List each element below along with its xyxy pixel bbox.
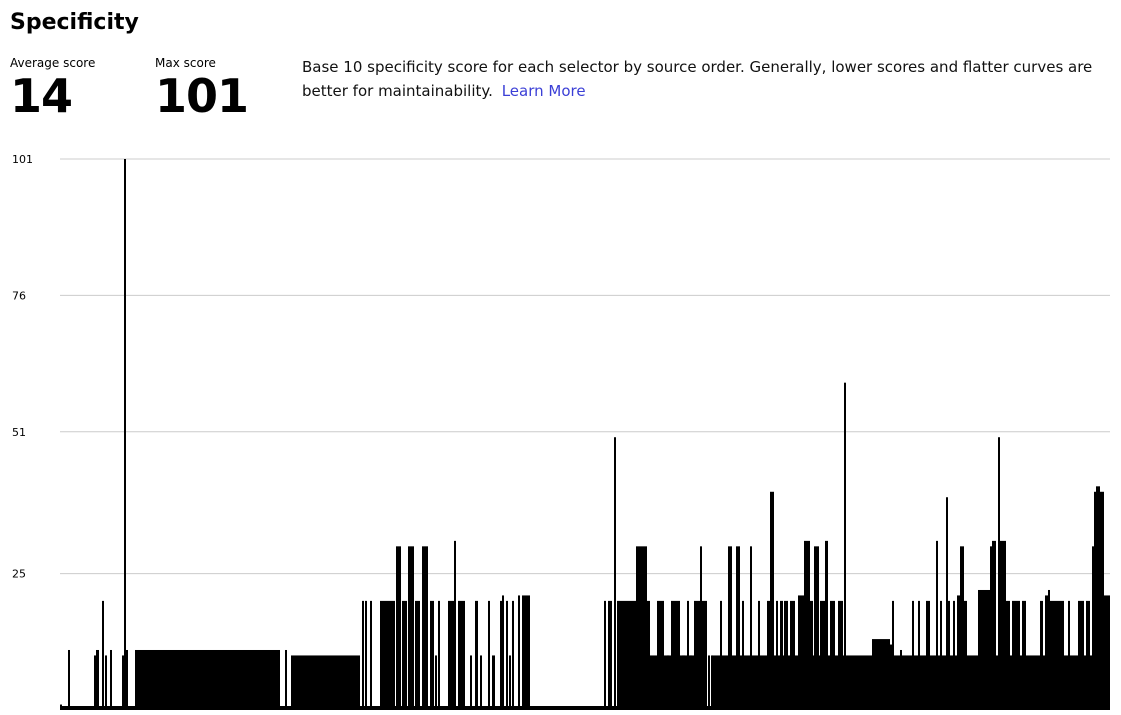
learn-more-link[interactable]: Learn More: [501, 82, 586, 100]
page-title: Specificity: [10, 10, 139, 35]
chart-bar: [998, 437, 1000, 710]
chart-bar: [422, 546, 428, 710]
chart-bar: [475, 600, 478, 710]
y-tick-label: 25: [12, 568, 26, 581]
chart-bar: [844, 382, 846, 710]
chart-bar: [1104, 595, 1106, 710]
chart-bar: [617, 600, 619, 710]
max-score-stat: Max score 101: [155, 55, 249, 123]
y-tick-label: 76: [12, 289, 26, 302]
chart-bar: [448, 600, 456, 710]
chart-bar: [512, 600, 514, 710]
chart-bar: [135, 649, 280, 710]
chart-bar: [430, 600, 434, 710]
chart-bar: [770, 491, 774, 710]
chart-bar: [518, 595, 520, 710]
chart-bar: [620, 655, 706, 710]
chart-grid: [60, 158, 1110, 575]
chart-bar: [728, 546, 732, 710]
chart-bars: [60, 159, 1110, 710]
chart-bar: [960, 546, 964, 710]
chart-bar: [825, 540, 828, 710]
chart-bar: [291, 655, 360, 710]
chart-bar: [438, 600, 440, 710]
chart-bar: [1106, 595, 1110, 710]
chart-bar: [415, 600, 420, 710]
chart-bar: [68, 649, 70, 710]
average-score-value: 14: [10, 69, 73, 123]
chart-bar: [1045, 595, 1048, 710]
chart-bar: [480, 655, 482, 710]
chart-bar: [708, 655, 710, 710]
average-score-label: Average score: [10, 56, 96, 70]
max-score-value: 101: [155, 69, 249, 123]
chart-bar: [102, 600, 104, 710]
chart-bar: [110, 649, 112, 710]
y-tick-label: 101: [12, 153, 33, 166]
chart-bar: [700, 546, 702, 710]
chart-bar: [990, 546, 992, 710]
chart-bar: [804, 540, 810, 710]
chart-bar: [736, 546, 740, 710]
chart-bar: [396, 546, 401, 710]
chart-bar: [470, 655, 472, 710]
description: Base 10 specificity score for each selec…: [302, 55, 1121, 103]
chart-bar: [488, 600, 490, 710]
chart-bar: [1000, 540, 1006, 710]
chart-y-ticks: 101 76 51 25: [12, 153, 33, 581]
chart-bar: [402, 600, 407, 710]
chart-bar: [992, 540, 996, 710]
chart-bar: [105, 655, 107, 710]
chart-bar: [614, 437, 616, 710]
description-text: Base 10 specificity score for each selec…: [302, 58, 1093, 100]
chart-bar: [94, 655, 96, 710]
specificity-chart: 101 76 51 25: [12, 153, 1110, 710]
chart-bar: [435, 655, 437, 710]
chart-bar: [1096, 486, 1100, 710]
chart-bar: [502, 595, 504, 710]
chart-bar: [408, 546, 414, 710]
chart-bar: [604, 600, 606, 710]
chart-bar: [454, 540, 456, 710]
chart-bar: [126, 649, 128, 710]
chart-bar: [1092, 546, 1094, 710]
chart-bar: [365, 600, 367, 710]
chart-bar: [285, 649, 287, 710]
chart-bar: [362, 600, 364, 710]
max-score-label: Max score: [155, 56, 216, 70]
chart-baseline: [60, 706, 1110, 710]
chart-bar: [608, 600, 612, 710]
chart-bar: [492, 655, 495, 710]
chart-bar: [1094, 491, 1096, 710]
chart-bar: [122, 655, 124, 710]
chart-bar: [750, 546, 752, 710]
chart-bar: [936, 540, 938, 710]
chart-bar: [946, 497, 948, 710]
chart-bar: [370, 600, 372, 710]
chart-bar: [500, 600, 502, 710]
chart-bar: [798, 595, 805, 710]
y-tick-label: 51: [12, 426, 26, 439]
chart-bar: [506, 600, 508, 710]
chart-bar: [636, 546, 647, 710]
chart-bar: [712, 655, 1110, 710]
average-score-stat: Average score 14: [10, 55, 95, 121]
chart-bar: [814, 546, 819, 710]
chart-bar: [1048, 589, 1050, 710]
chart-bar: [96, 649, 99, 710]
chart-bar: [124, 159, 126, 710]
chart-bar: [509, 655, 511, 710]
chart-bar: [380, 600, 395, 710]
chart-bar: [458, 600, 465, 710]
chart-bar: [522, 595, 530, 710]
chart-bar: [1100, 491, 1104, 710]
